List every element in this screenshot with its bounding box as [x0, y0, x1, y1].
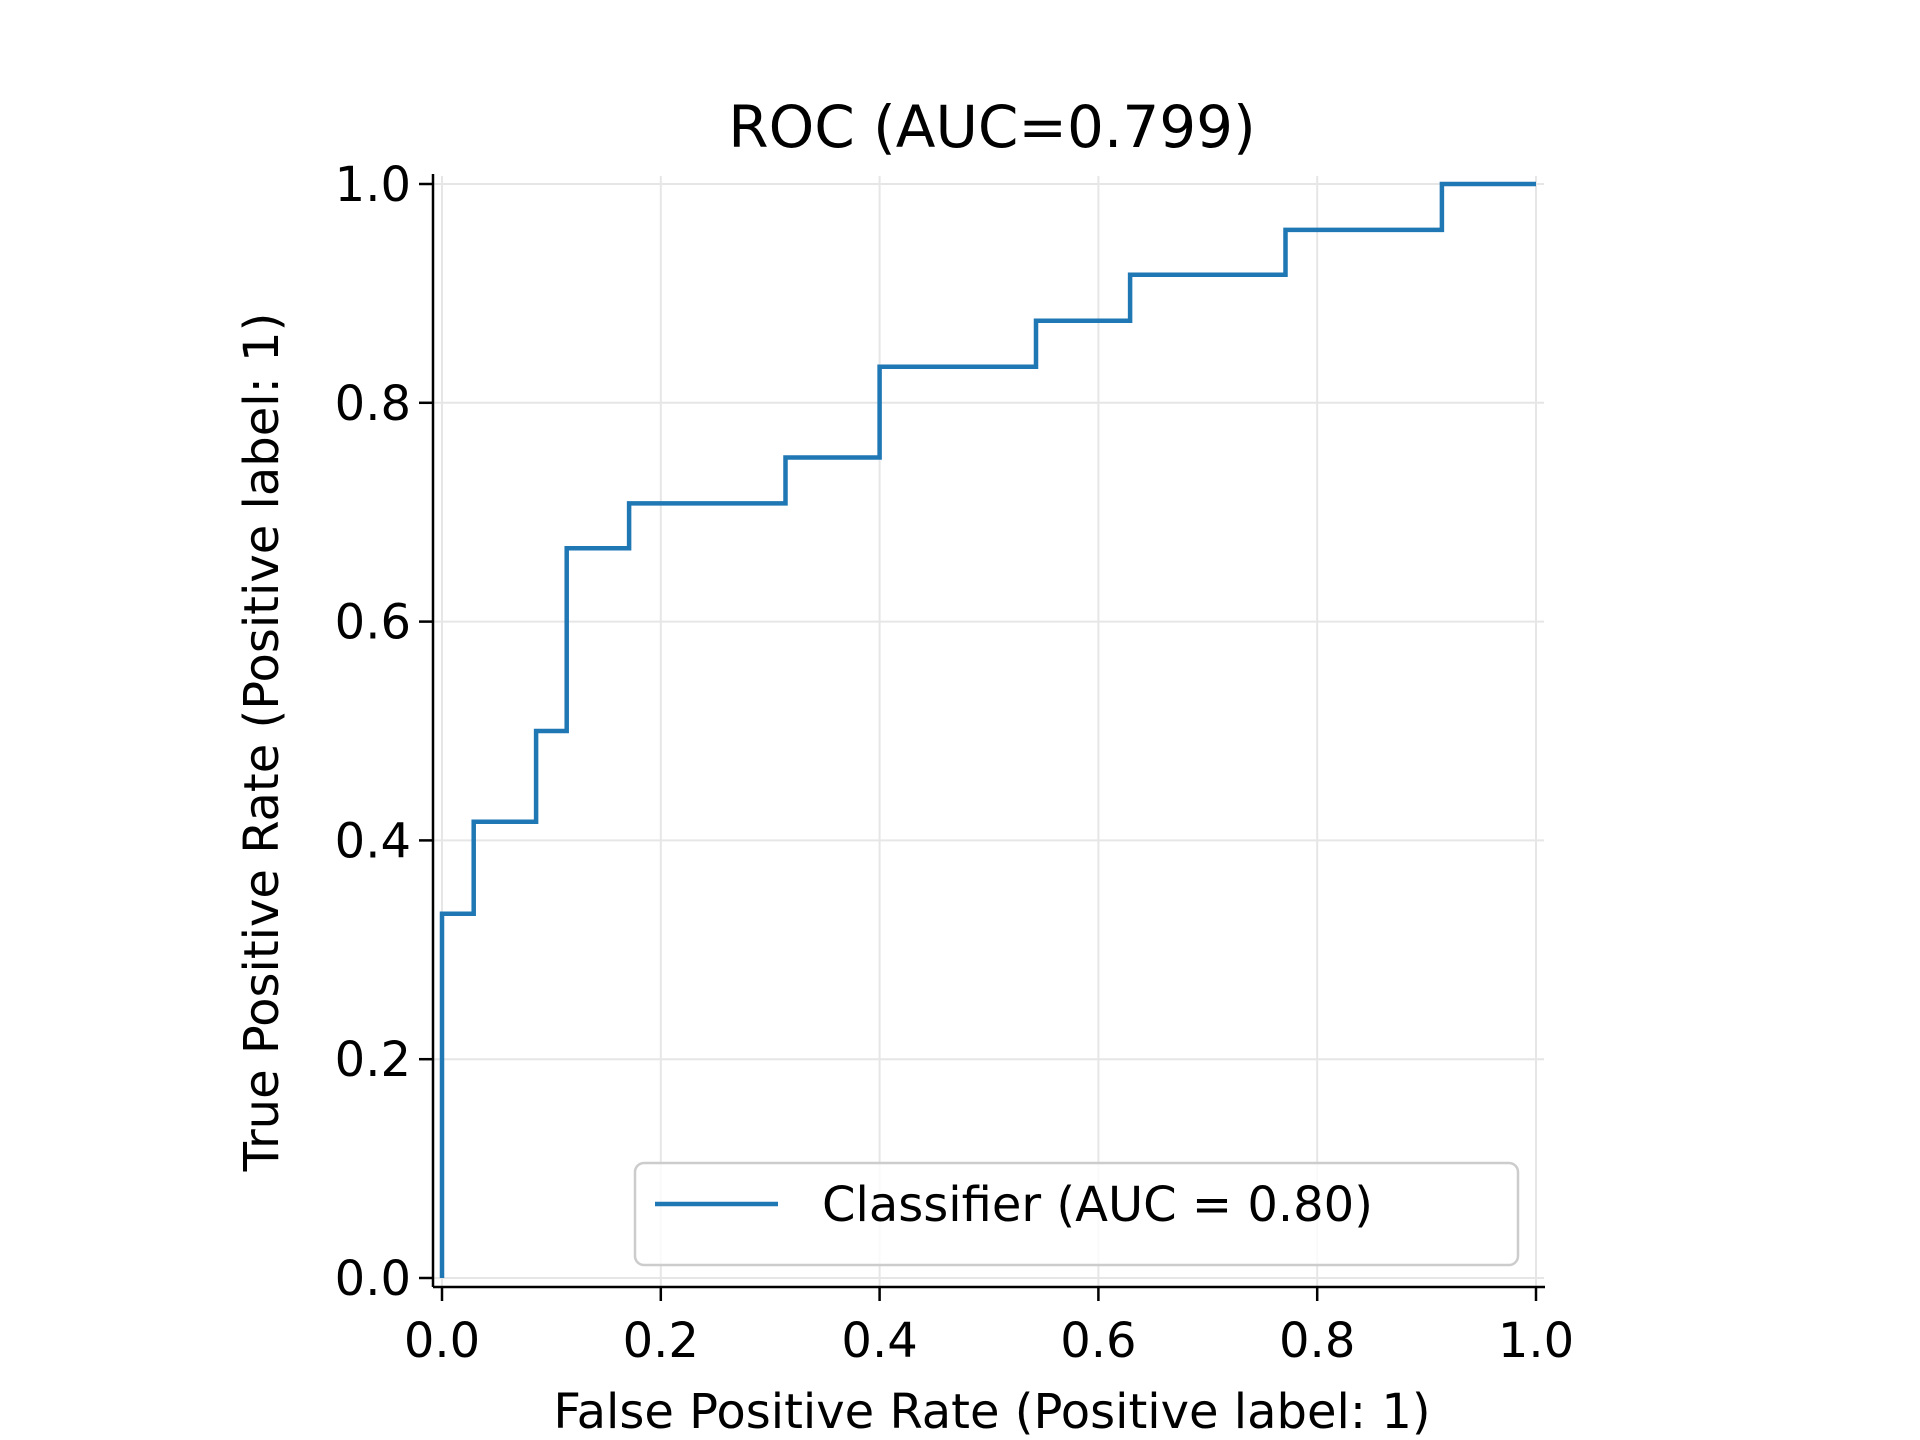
x-tick-label: 0.6 [1060, 1313, 1136, 1369]
y-axis-ticks: 0.0 0.2 0.4 0.6 0.8 1.0 [335, 157, 433, 1307]
legend-label: Classifier (AUC = 0.80) [822, 1177, 1373, 1233]
x-tick-label: 0.4 [841, 1313, 917, 1369]
x-axis-title: False Positive Rate (Positive label: 1) [553, 1384, 1430, 1440]
y-tick-label: 0.4 [335, 813, 411, 869]
y-tick-label: 0.2 [335, 1032, 411, 1088]
y-tick-label: 0.6 [335, 595, 411, 651]
legend-frame [633, 1161, 1520, 1267]
x-tick-label: 0.2 [623, 1313, 699, 1369]
y-tick-label: 1.0 [335, 157, 411, 213]
y-tick-label: 0.0 [335, 1251, 411, 1307]
y-tick-label: 0.8 [335, 376, 411, 432]
axes [431, 174, 1545, 1289]
y-axis-title: True Positive Rate (Positive label: 1) [234, 313, 290, 1173]
roc-curve-line [439, 181, 1536, 1278]
x-tick-label: 0.0 [404, 1313, 480, 1369]
grid [434, 176, 1544, 1286]
chart-title: ROC (AUC=0.799) [728, 93, 1255, 161]
legend: Classifier (AUC = 0.80) [633, 1161, 1520, 1267]
series-layer [439, 181, 1536, 1278]
x-tick-label: 1.0 [1498, 1313, 1574, 1369]
x-axis-ticks: 0.0 0.2 0.4 0.6 0.8 1.0 [404, 1287, 1574, 1369]
x-tick-label: 0.8 [1279, 1313, 1355, 1369]
